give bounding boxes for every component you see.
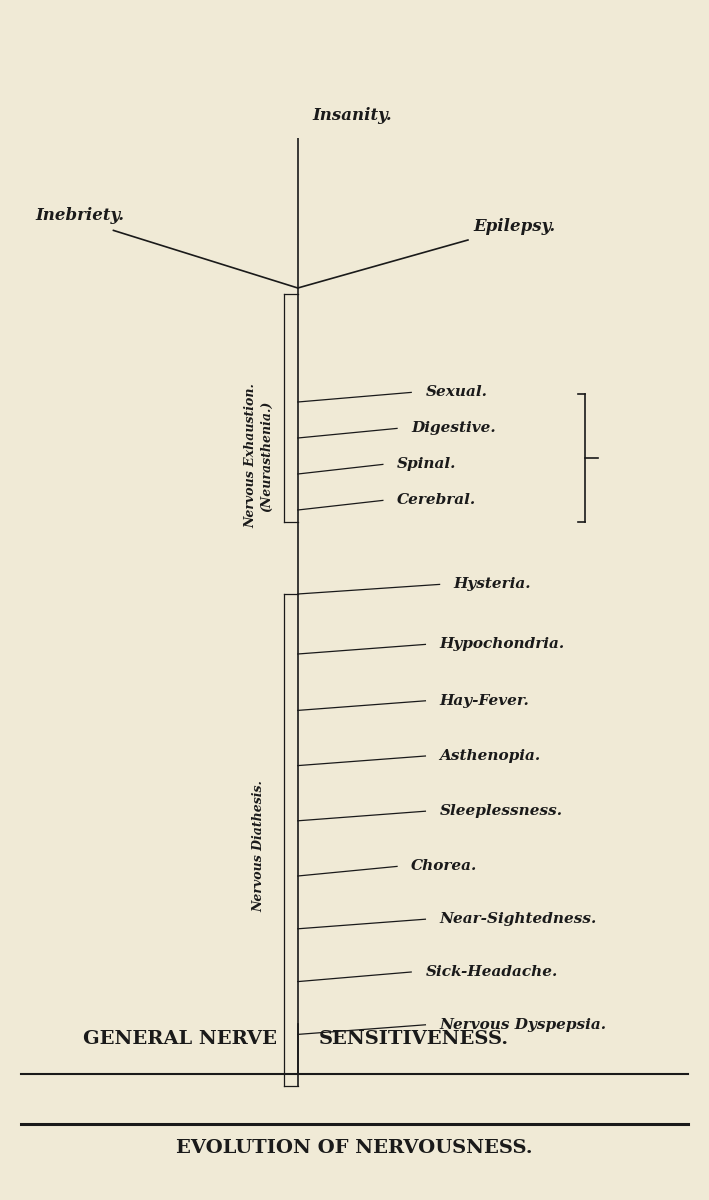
Text: Asthenopia.: Asthenopia. [440, 749, 541, 763]
Text: Nervous Diathesis.: Nervous Diathesis. [252, 780, 265, 912]
Text: Nervous Exhaustion.
(Neurasthenia.): Nervous Exhaustion. (Neurasthenia.) [245, 384, 273, 528]
Text: Sick-Headache.: Sick-Headache. [425, 965, 558, 979]
Text: Insanity.: Insanity. [312, 107, 391, 124]
Text: Hypochondria.: Hypochondria. [440, 637, 564, 652]
Text: Digestive.: Digestive. [411, 421, 496, 436]
Text: Near-Sightedness.: Near-Sightedness. [440, 912, 597, 926]
Text: Sexual.: Sexual. [425, 385, 487, 400]
Text: Spinal.: Spinal. [397, 457, 457, 472]
Text: SENSITIVENESS.: SENSITIVENESS. [319, 1030, 509, 1048]
Text: Hay-Fever.: Hay-Fever. [440, 694, 530, 708]
Text: Sleeplessness.: Sleeplessness. [440, 804, 562, 818]
Text: GENERAL NERVE: GENERAL NERVE [82, 1030, 277, 1048]
Text: Hysteria.: Hysteria. [454, 577, 531, 592]
Text: Nervous Dyspepsia.: Nervous Dyspepsia. [440, 1018, 607, 1032]
Text: Epilepsy.: Epilepsy. [474, 218, 556, 235]
Text: EVOLUTION OF NERVOUSNESS.: EVOLUTION OF NERVOUSNESS. [177, 1139, 532, 1157]
Text: Cerebral.: Cerebral. [397, 493, 476, 508]
Text: Inebriety.: Inebriety. [35, 208, 125, 224]
Text: Chorea.: Chorea. [411, 859, 477, 874]
